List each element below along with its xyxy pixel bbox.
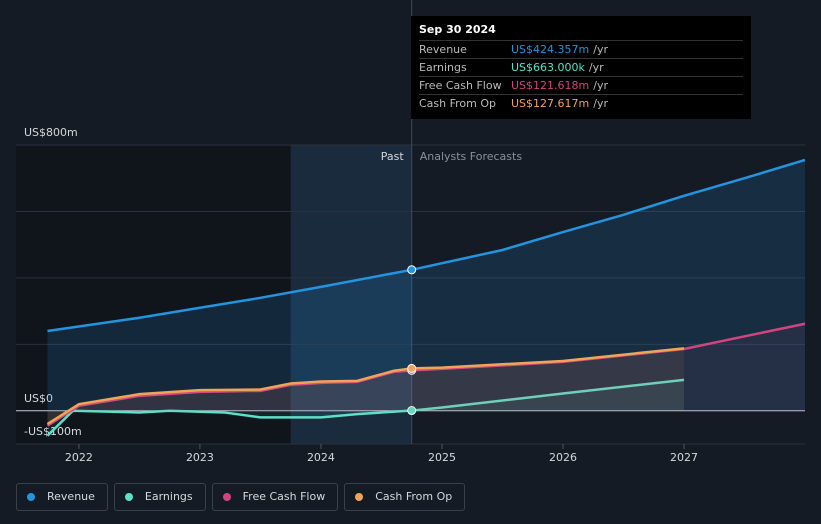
- legend-swatch: [222, 493, 231, 501]
- series-area: [47, 159, 805, 411]
- tooltip: Sep 30 2024 Revenue US$424.357m/yr Earning…: [411, 16, 751, 119]
- series-dot: [407, 265, 417, 275]
- series-area: [47, 348, 684, 425]
- legend-item[interactable]: Cash From Op: [344, 483, 466, 511]
- legend-item[interactable]: Revenue: [16, 483, 108, 511]
- legend-label: Free Cash Flow: [242, 490, 326, 503]
- legend-swatch: [124, 493, 133, 501]
- tooltip-title: Sep 30 2024: [419, 23, 496, 36]
- legend-swatch: [355, 493, 364, 501]
- legend: Revenue Earnings Free Cash Flow Cash From O…: [16, 483, 466, 511]
- series-area: [47, 379, 684, 436]
- legend-swatch: [27, 493, 35, 501]
- tooltip-row: Cash From Op US$127.617m/yr: [419, 94, 743, 112]
- series-dot: [407, 363, 417, 373]
- series-line: [47, 158, 806, 333]
- tooltip-unit: /yr: [588, 61, 604, 74]
- tooltip-value: US$663.000k: [511, 61, 585, 74]
- tooltip-value: US$127.617m: [511, 97, 590, 110]
- past-label: Past: [381, 150, 405, 163]
- tooltip-label: Earnings: [419, 61, 467, 74]
- highlight-region: [290, 145, 412, 444]
- legend-label: Cash From Op: [375, 490, 453, 503]
- series-line: [46, 378, 685, 437]
- tooltip-unit: /yr: [593, 79, 608, 92]
- tooltip-value: US$121.618m: [511, 79, 590, 92]
- x-tick-label: 2023: [186, 451, 214, 464]
- x-tick-label: 2025: [428, 451, 456, 464]
- forecast-label: Analysts Forecasts: [420, 150, 523, 163]
- tooltip-unit: /yr: [593, 97, 608, 110]
- x-tick-label: 2026: [549, 451, 577, 464]
- series-area: [47, 323, 805, 426]
- tooltip-label: Free Cash Flow: [419, 79, 502, 92]
- legend-label: Earnings: [144, 490, 193, 503]
- y-tick-label: US$0: [24, 392, 53, 405]
- x-tick-label: 2024: [307, 451, 335, 464]
- series-dot: [407, 406, 417, 416]
- legend-item[interactable]: Earnings: [113, 483, 206, 511]
- tooltip-label: Cash From Op: [419, 97, 497, 110]
- x-tick-label: 2027: [670, 451, 698, 464]
- tooltip-row: Revenue US$424.357m/yr: [419, 40, 743, 58]
- y-tick-label: US$800m: [24, 126, 78, 139]
- tooltip-unit: /yr: [593, 43, 608, 56]
- tooltip-label: Revenue: [419, 43, 467, 56]
- tooltip-value: US$424.357m: [511, 43, 590, 56]
- tooltip-row: Earnings US$663.000k/yr: [419, 58, 743, 76]
- x-tick-label: 2022: [65, 451, 93, 464]
- tooltip-row: Free Cash Flow US$121.618m/yr: [419, 76, 743, 94]
- legend-item[interactable]: Free Cash Flow: [211, 483, 339, 511]
- series-line: [46, 347, 685, 426]
- legend-label: Revenue: [47, 490, 95, 503]
